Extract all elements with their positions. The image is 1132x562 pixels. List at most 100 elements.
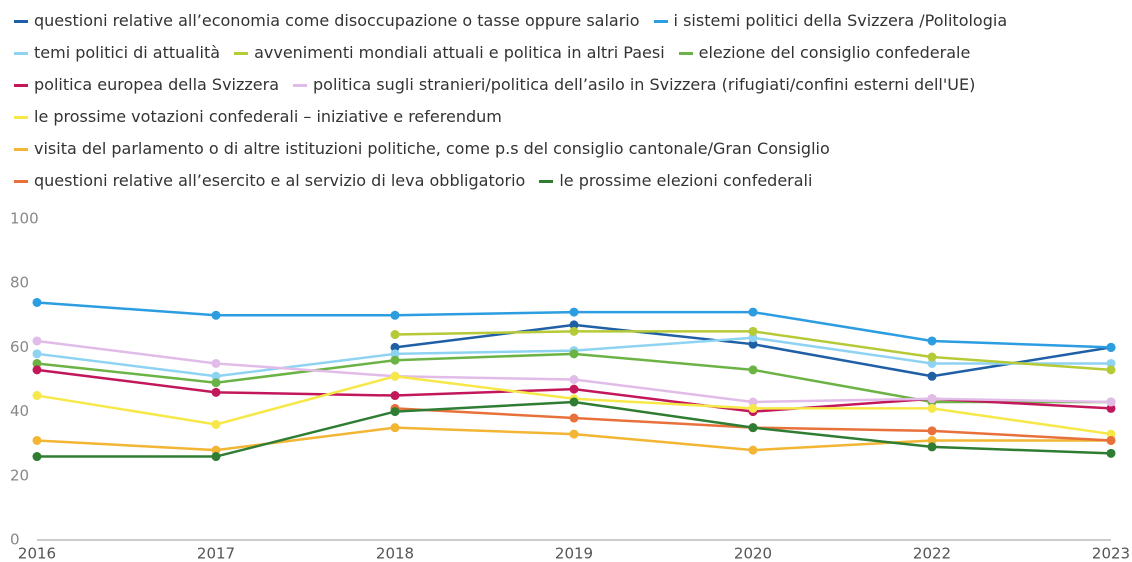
data-point bbox=[569, 429, 579, 439]
data-point bbox=[32, 358, 42, 368]
x-tick-label: 2020 bbox=[734, 545, 772, 562]
data-point bbox=[927, 394, 937, 404]
data-point bbox=[390, 349, 400, 359]
y-tick-label: 0 bbox=[10, 531, 20, 549]
legend-item: le prossime elezioni confederali bbox=[539, 165, 812, 197]
legend-item: temi politici di attualità bbox=[14, 37, 220, 69]
legend-item: elezione del consiglio confederale bbox=[678, 37, 970, 69]
legend-item: avvenimenti mondiali attuali e politica … bbox=[234, 37, 665, 69]
legend-item: le prossime votazioni confederali – iniz… bbox=[14, 101, 502, 133]
x-tick-label: 2018 bbox=[376, 545, 414, 562]
legend-swatch bbox=[14, 147, 28, 151]
x-tick-label: 2022 bbox=[913, 545, 951, 562]
data-point bbox=[748, 333, 758, 343]
x-tick-label: 2019 bbox=[555, 545, 593, 562]
legend-swatch bbox=[653, 19, 668, 23]
data-point bbox=[32, 365, 42, 375]
data-point bbox=[927, 442, 937, 452]
legend-swatch bbox=[14, 51, 28, 55]
data-point bbox=[927, 426, 937, 436]
data-point bbox=[1106, 435, 1116, 445]
data-point bbox=[211, 387, 221, 397]
data-point bbox=[927, 403, 937, 413]
data-point bbox=[927, 336, 937, 346]
legend-item: i sistemi politici della Svizzera /Polit… bbox=[653, 5, 1008, 37]
legend-label: le prossime votazioni confederali – iniz… bbox=[34, 107, 502, 126]
data-point bbox=[748, 326, 758, 336]
data-point bbox=[390, 342, 400, 352]
data-point bbox=[390, 391, 400, 401]
x-tick-label: 2016 bbox=[18, 545, 56, 562]
legend-swatch bbox=[293, 83, 308, 87]
data-point bbox=[1106, 365, 1116, 375]
data-point bbox=[1106, 429, 1116, 439]
legend-swatch bbox=[14, 19, 28, 23]
y-tick-label: 60 bbox=[10, 338, 29, 356]
legend-item: politica europea della Svizzera bbox=[14, 69, 279, 101]
legend-item: questioni relative all’economia come dis… bbox=[14, 5, 640, 37]
data-point bbox=[211, 419, 221, 429]
data-point bbox=[569, 413, 579, 423]
legend-swatch bbox=[234, 51, 249, 55]
legend-swatch bbox=[14, 83, 28, 87]
legend-label: politica europea della Svizzera bbox=[34, 75, 280, 94]
data-point bbox=[390, 407, 400, 417]
data-point bbox=[748, 403, 758, 413]
legend-swatch bbox=[14, 179, 28, 183]
legend-swatch bbox=[678, 51, 693, 55]
data-point bbox=[569, 375, 579, 384]
y-tick-label: 80 bbox=[10, 274, 29, 292]
data-point bbox=[211, 358, 221, 368]
data-point bbox=[390, 371, 400, 381]
data-point bbox=[569, 397, 579, 407]
legend-label: temi politici di attualità bbox=[34, 43, 221, 62]
data-point bbox=[569, 349, 579, 359]
y-tick-label: 20 bbox=[10, 466, 29, 484]
data-point bbox=[211, 378, 221, 388]
legend-label: politica sugli stranieri/politica dell’a… bbox=[313, 75, 976, 94]
legend-item: questioni relative all’esercito e al ser… bbox=[14, 165, 525, 197]
legend: questioni relative all’economia come dis… bbox=[14, 5, 1109, 197]
legend-label: visita del parlamento o di altre istituz… bbox=[34, 139, 830, 158]
data-point bbox=[32, 435, 42, 445]
y-tick-label: 40 bbox=[10, 402, 29, 420]
data-point bbox=[32, 336, 42, 346]
data-point bbox=[390, 423, 400, 433]
data-point bbox=[1106, 397, 1116, 407]
legend-label: questioni relative all’esercito e al ser… bbox=[34, 171, 526, 190]
legend-label: le prossime elezioni confederali bbox=[559, 171, 813, 190]
data-point bbox=[927, 435, 937, 445]
data-point bbox=[748, 365, 758, 375]
legend-label: avvenimenti mondiali attuali e politica … bbox=[254, 43, 665, 62]
data-point bbox=[748, 339, 758, 349]
data-point bbox=[32, 452, 42, 462]
data-point bbox=[927, 352, 937, 362]
legend-item: politica sugli stranieri/politica dell’a… bbox=[293, 69, 975, 101]
data-point bbox=[1106, 448, 1116, 458]
legend-swatch bbox=[539, 179, 554, 183]
legend-label: questioni relative all’economia come dis… bbox=[34, 11, 640, 30]
y-tick-label: 100 bbox=[10, 210, 39, 228]
data-point bbox=[569, 384, 579, 394]
data-point bbox=[927, 358, 937, 368]
data-point bbox=[1106, 342, 1116, 352]
x-tick-label: 2023 bbox=[1092, 545, 1130, 562]
data-point bbox=[211, 445, 221, 455]
data-point bbox=[748, 307, 758, 317]
data-point bbox=[748, 445, 758, 455]
data-point bbox=[390, 355, 400, 365]
data-point bbox=[32, 349, 42, 359]
data-point bbox=[569, 320, 579, 330]
data-point bbox=[1106, 358, 1116, 368]
data-point bbox=[211, 310, 221, 320]
data-point bbox=[32, 391, 42, 401]
data-point bbox=[927, 371, 937, 381]
data-point bbox=[748, 397, 758, 407]
data-point bbox=[390, 310, 400, 320]
data-point bbox=[748, 423, 758, 433]
data-point bbox=[211, 371, 221, 381]
data-point bbox=[390, 330, 400, 340]
legend-label: i sistemi politici della Svizzera /Polit… bbox=[673, 11, 1008, 30]
